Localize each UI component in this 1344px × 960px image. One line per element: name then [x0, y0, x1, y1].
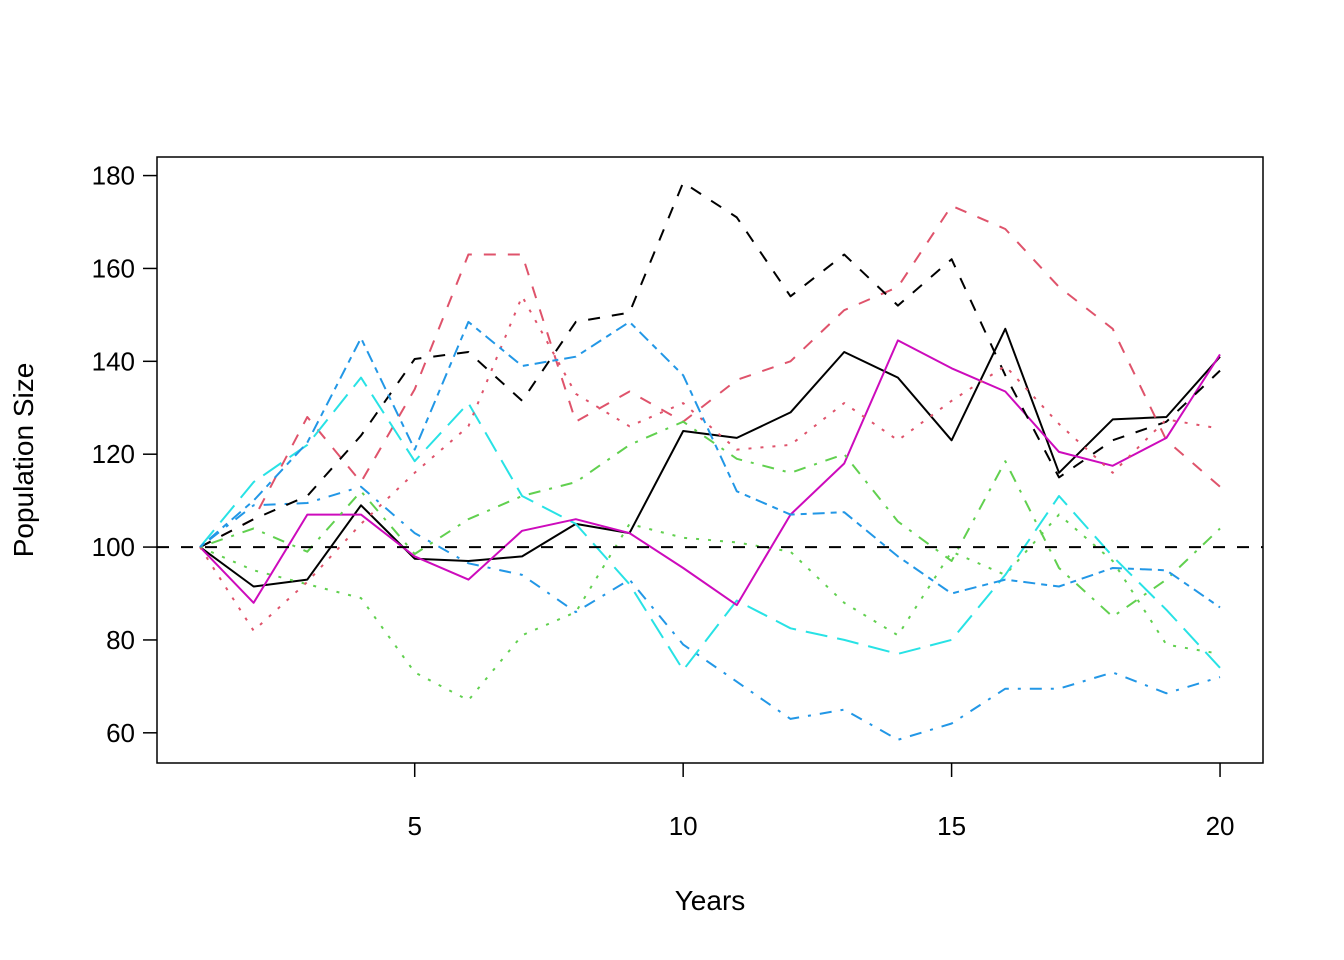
x-axis: 5 10 15 20 [407, 763, 1235, 841]
series-line-10 [199, 320, 1221, 609]
series-line-6 [199, 339, 1221, 607]
series-line-9 [199, 420, 1221, 618]
y-axis-title: Population Size [8, 363, 39, 558]
y-tick-label: 120 [92, 439, 135, 469]
y-axis: 60 80 100 120 140 160 180 [92, 161, 157, 748]
series-layer [199, 181, 1221, 741]
series-line-8 [199, 295, 1221, 632]
series-line-7 [199, 181, 1221, 548]
y-tick-label: 60 [106, 718, 135, 748]
series-line-3 [199, 513, 1221, 702]
y-tick-label: 100 [92, 532, 135, 562]
series-line-2 [199, 204, 1221, 548]
x-tick-label: 15 [937, 811, 966, 841]
y-tick-label: 160 [92, 253, 135, 283]
plot-frame [156, 156, 1264, 764]
y-tick-label: 180 [92, 161, 135, 191]
series-line-4 [199, 485, 1221, 741]
series-line-5 [199, 376, 1221, 672]
x-axis-title: Years [675, 885, 746, 916]
x-tick-label: 5 [407, 811, 421, 841]
x-tick-label: 20 [1206, 811, 1235, 841]
x-tick-label: 10 [669, 811, 698, 841]
y-tick-label: 140 [92, 346, 135, 376]
y-tick-label: 80 [106, 625, 135, 655]
